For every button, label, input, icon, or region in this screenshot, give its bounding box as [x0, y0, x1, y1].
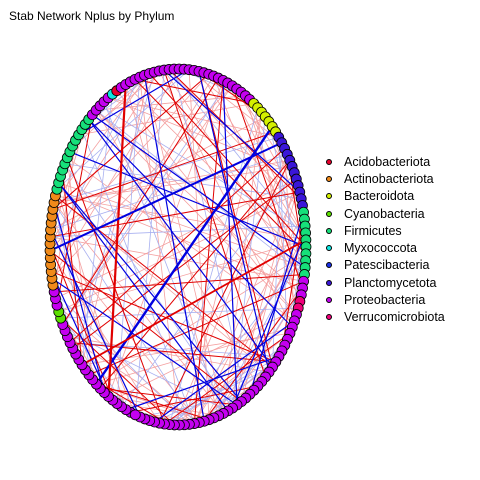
legend-marker: [326, 193, 332, 199]
legend-item: Actinobacteriota: [326, 170, 445, 187]
legend-marker: [326, 245, 332, 251]
legend-label: Proteobacteria: [344, 293, 425, 307]
legend-item: Planctomycetota: [326, 274, 445, 291]
legend-label: Actinobacteriota: [344, 172, 434, 186]
legend-item: Verrucomicrobiota: [326, 309, 445, 326]
legend-label: Bacteroidota: [344, 189, 414, 203]
legend-item: Acidobacteriota: [326, 153, 445, 170]
legend-marker: [326, 297, 332, 303]
network-edge: [67, 158, 164, 424]
legend-marker: [326, 176, 332, 182]
legend-marker: [326, 159, 332, 165]
legend-marker: [326, 280, 332, 286]
legend-item: Proteobacteria: [326, 291, 445, 308]
legend-item: Firmicutes: [326, 222, 445, 239]
legend-label: Patescibacteria: [344, 258, 429, 272]
legend-marker: [326, 211, 332, 217]
legend-item: Myxococcota: [326, 239, 445, 256]
legend-marker: [326, 314, 332, 320]
legend-item: Bacteroidota: [326, 188, 445, 205]
legend-label: Cyanobacteria: [344, 207, 425, 221]
legend-item: Cyanobacteria: [326, 205, 445, 222]
legend-marker: [326, 228, 332, 234]
legend-label: Firmicutes: [344, 224, 402, 238]
legend-label: Myxococcota: [344, 241, 417, 255]
legend-label: Planctomycetota: [344, 276, 436, 290]
legend-item: Patescibacteria: [326, 257, 445, 274]
legend-label: Verrucomicrobiota: [344, 310, 445, 324]
legend: Acidobacteriota Actinobacteriota Bacteroid…: [326, 153, 445, 326]
network-node: [130, 410, 140, 420]
legend-marker: [326, 262, 332, 268]
legend-label: Acidobacteriota: [344, 155, 430, 169]
network-edge: [214, 281, 304, 418]
